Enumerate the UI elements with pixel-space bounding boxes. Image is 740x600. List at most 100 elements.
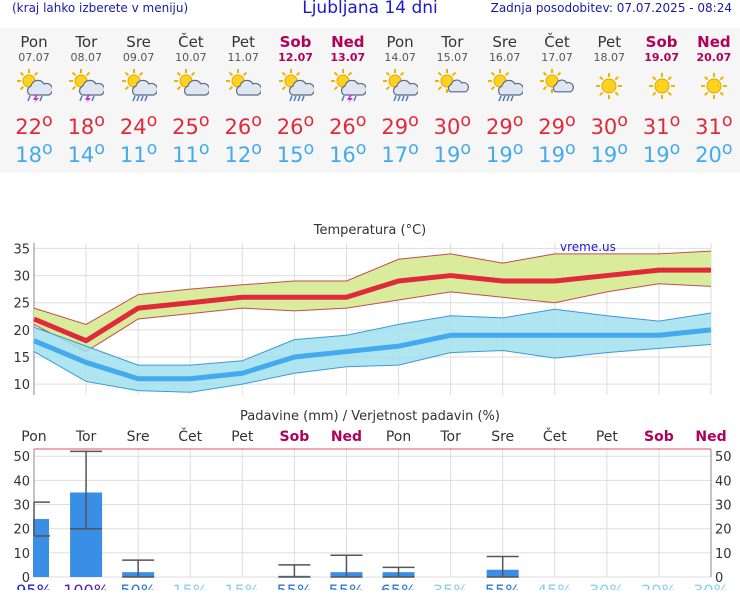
day-date: 16.07 (488, 51, 521, 64)
sun-small-cloud-icon (531, 65, 583, 107)
max-temperature-value: 29 (538, 115, 565, 139)
day-date: 15.07 (436, 51, 469, 64)
max-temperature-value: 29 (485, 115, 513, 139)
x-tick-label: Pon (386, 429, 411, 445)
max-temperature: 30o (433, 111, 472, 139)
max-temperature-value: 22 (15, 115, 42, 139)
min-temperature: 18o (15, 139, 53, 167)
day-name: Pet (231, 33, 255, 51)
min-temperature: 19o (485, 139, 524, 167)
day-column[interactable]: Sob 19.07 31o 19o (636, 28, 688, 173)
day-date: 19.07 (644, 51, 679, 64)
day-column[interactable]: Pet 18.07 30o 19o (583, 28, 635, 173)
max-temperature-value: 30 (590, 115, 618, 139)
day-date: 12.07 (278, 51, 313, 64)
min-temperature-value: 19 (590, 143, 618, 167)
y-tick-label-right: 10 (715, 547, 732, 562)
precipitation-error-bar (33, 501, 50, 537)
y-tick-label-right: 20 (715, 523, 732, 538)
min-temperature-value: 17 (381, 143, 409, 167)
min-temperature: 12o (224, 139, 262, 167)
day-name: Pon (386, 33, 414, 51)
day-name: Pet (597, 33, 622, 51)
max-temperature: 29o (381, 111, 419, 139)
band-edge (33, 344, 712, 393)
day-column[interactable]: Ned 13.07 26o 16o (322, 28, 374, 173)
page-header: (kraj lahko izberete v meniju) Ljubljana… (0, 0, 740, 22)
sun-cloud-rain-icon (374, 65, 426, 107)
y-tick-label-left: 0 (22, 571, 30, 586)
x-tick-label: Pon (21, 429, 46, 445)
max-temperature-value: 26 (276, 115, 304, 139)
day-column[interactable]: Sre 09.07 24o 11o (113, 28, 165, 173)
day-column[interactable]: Čet 17.07 29o 19o (531, 28, 583, 173)
min-temperature: 19o (433, 139, 472, 167)
precipitation-error-bar (382, 566, 415, 578)
min-temperature: 19o (590, 139, 629, 167)
y-tick-label: 30 (13, 270, 30, 285)
y-tick-label: 15 (13, 351, 30, 366)
y-tick-label-left: 10 (13, 547, 30, 562)
min-temperature: 16o (329, 139, 367, 167)
sun-small-cloud-icon (426, 65, 478, 107)
max-temperature-value: 18 (67, 115, 95, 139)
x-tick-label: Pet (231, 429, 254, 445)
precipitation-error-bar (330, 554, 363, 578)
temperature-chart-title: Temperatura (°C) (313, 223, 426, 238)
day-name: Pon (20, 33, 48, 51)
precipitation-chart-title: Padavine (mm) / Verjetnost padavin (%) (240, 409, 500, 424)
day-date: 14.07 (384, 51, 416, 64)
sun-icon (636, 65, 688, 107)
min-temperature-value: 15 (276, 143, 304, 167)
day-name: Čet (178, 33, 204, 51)
day-column[interactable]: Sre 16.07 29o 19o (479, 28, 531, 173)
day-date: 13.07 (330, 51, 366, 64)
min-temperature-line (33, 327, 712, 382)
day-name: Ned (697, 33, 731, 51)
day-date: 11.07 (227, 51, 259, 64)
day-column[interactable]: Pon 14.07 29o 17o (374, 28, 426, 173)
band-edge (33, 250, 712, 325)
precipitation-probability: 15% (225, 581, 261, 590)
max-temperature: 31o (642, 111, 681, 139)
band-edge (33, 308, 712, 366)
y-tick-label: 10 (13, 378, 30, 393)
precipitation-probability: 100% (63, 581, 109, 590)
x-tick-label: Sob (644, 429, 674, 445)
day-column[interactable]: Pon 07.07 22o 18o (8, 28, 60, 173)
min-temperature-value: 20 (695, 143, 722, 167)
min-temperature-value: 11 (172, 143, 199, 167)
min-temperature-value: 19 (485, 143, 513, 167)
day-column[interactable]: Čet 10.07 25o 11o (165, 28, 217, 173)
max-temperature: 22o (15, 111, 53, 139)
sun-cloud-thunder-icon (60, 65, 112, 107)
y-tick-label-right: 50 (715, 450, 732, 465)
precipitation-probability: 20% (641, 581, 677, 590)
min-temperature: 11o (172, 139, 210, 167)
sun-cloud-rain-icon (113, 65, 165, 107)
day-date: 07.07 (18, 51, 50, 64)
sun-cloud-thunder-icon (8, 65, 60, 107)
max-temperature-value: 26 (329, 115, 356, 139)
sun-cloud-thunder-icon (322, 65, 374, 107)
day-column[interactable]: Ned 20.07 31o 20o (688, 28, 740, 173)
x-tick-label: Sre (491, 429, 514, 445)
last-update-text: Zadnja posodobitev: 07.07.2025 - 08:24 (490, 1, 732, 15)
max-temperature: 29o (538, 111, 576, 139)
max-temperature: 26o (276, 111, 315, 139)
precipitation-bar (33, 519, 49, 577)
day-column[interactable]: Tor 15.07 30o 19o (426, 28, 478, 173)
location-hint[interactable]: (kraj lahko izberete v meniju) (12, 1, 189, 15)
day-column[interactable]: Pet 11.07 26o 12o (217, 28, 269, 173)
day-date: 17.07 (541, 51, 573, 64)
precipitation-error-bar (70, 450, 103, 530)
max-temperature: 30o (590, 111, 629, 139)
max-temperature-value: 31 (695, 115, 722, 139)
day-column[interactable]: Sob 12.07 26o 15o (270, 28, 322, 173)
watermark-text: vreme.us (560, 240, 616, 254)
x-tick-label: Ned (695, 429, 726, 445)
precipitation-probability: 65% (381, 581, 417, 590)
day-column[interactable]: Tor 08.07 18o 14o (60, 28, 112, 173)
precipitation-probability: 30% (589, 581, 625, 590)
precipitation-probability: 30% (693, 581, 729, 590)
